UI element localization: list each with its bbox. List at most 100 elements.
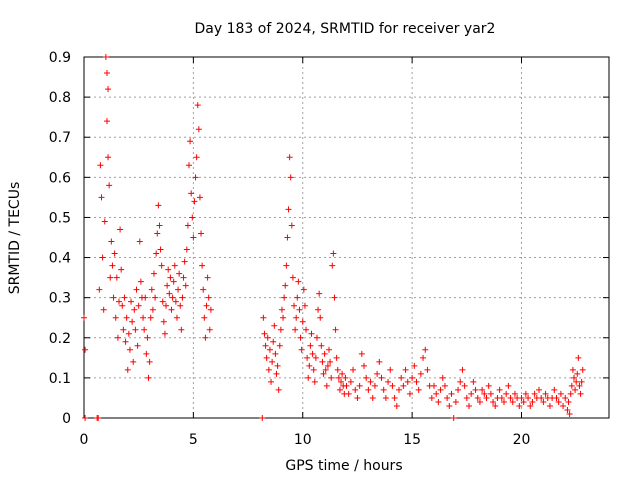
data-point: [313, 334, 320, 341]
data-point: [572, 386, 579, 393]
data-point: [297, 334, 304, 341]
data-point: [321, 350, 328, 357]
data-point: [324, 362, 331, 369]
data-point: [479, 386, 486, 393]
data-point: [164, 282, 171, 289]
data-point: [428, 394, 435, 401]
data-point: [308, 330, 315, 337]
data-point: [146, 358, 153, 365]
data-point: [424, 366, 431, 373]
data-point: [105, 86, 112, 93]
data-point: [141, 326, 148, 333]
data-point: [330, 250, 337, 257]
data-point: [102, 54, 109, 60]
data-point: [192, 174, 199, 181]
data-point: [121, 294, 128, 301]
data-point: [568, 382, 575, 389]
data-point: [147, 314, 154, 321]
data-point: [180, 274, 187, 281]
data-point: [327, 358, 334, 365]
data-point: [525, 394, 532, 401]
data-point: [498, 394, 505, 401]
data-point: [507, 394, 514, 401]
data-point: [365, 386, 372, 393]
data-point: [82, 346, 89, 353]
data-point: [194, 102, 201, 109]
y-tick-label: 0.1: [49, 371, 71, 387]
data-point: [269, 358, 276, 365]
data-point: [317, 314, 324, 321]
data-point: [444, 394, 451, 401]
data-point: [119, 302, 126, 309]
data-point: [567, 390, 574, 397]
data-point: [320, 370, 327, 377]
data-point: [105, 154, 112, 161]
data-point: [319, 358, 326, 365]
data-point: [485, 382, 492, 389]
data-point: [148, 286, 155, 293]
data-point: [151, 270, 157, 277]
data-point: [286, 154, 293, 161]
data-point: [448, 390, 455, 397]
data-point: [382, 394, 389, 401]
data-point: [287, 174, 294, 181]
data-point: [143, 350, 150, 357]
data-point: [111, 250, 118, 257]
axis-ticks: 0 0.1 0.2 0.3 0.4 0.5 0.6 0.7 0.8 0.9 0 5 10 15 20: [49, 50, 610, 448]
data-point: [172, 298, 179, 305]
data-point: [387, 366, 394, 373]
data-point: [202, 334, 209, 341]
data-point: [352, 386, 359, 393]
data-point: [520, 398, 527, 405]
data-point: [415, 386, 422, 393]
data-point: [529, 398, 536, 405]
data-point: [492, 402, 499, 409]
data-point: [108, 238, 115, 245]
data-point: [298, 346, 305, 353]
data-point: [328, 374, 335, 381]
data-point: [578, 378, 585, 385]
data-point: [103, 70, 110, 77]
data-point: [574, 370, 581, 377]
data-point: [522, 390, 529, 397]
data-point: [261, 330, 268, 337]
data-point: [103, 118, 110, 125]
data-point: [333, 354, 340, 361]
data-point: [259, 415, 266, 421]
x-tick-label: 10: [294, 432, 312, 448]
y-tick-label: 0.4: [49, 251, 71, 267]
data-point: [472, 386, 479, 393]
data-point: [160, 318, 167, 325]
data-point: [122, 338, 129, 345]
data-point: [531, 390, 538, 397]
data-point: [191, 198, 198, 205]
data-point: [433, 390, 440, 397]
data-point: [450, 415, 457, 421]
data-point: [551, 386, 558, 393]
data-point: [503, 390, 510, 397]
data-point: [130, 358, 137, 365]
data-point: [173, 314, 180, 321]
data-point: [154, 230, 161, 237]
data-point: [332, 326, 339, 333]
data-point: [354, 394, 361, 401]
data-point: [113, 274, 120, 281]
data-point: [396, 386, 402, 393]
data-point: [569, 366, 576, 373]
data-point: [285, 206, 292, 213]
data-point: [263, 354, 270, 361]
data-point: [296, 306, 303, 313]
data-point: [562, 394, 569, 401]
data-point: [575, 354, 582, 361]
data-point: [301, 302, 308, 309]
data-point: [114, 334, 121, 341]
data-point: [270, 338, 277, 345]
data-point: [283, 262, 290, 269]
data-point: [555, 398, 562, 405]
data-point: [271, 322, 278, 329]
data-point: [316, 290, 323, 297]
data-point: [110, 294, 117, 301]
data-point: [483, 394, 490, 401]
data-point: [96, 286, 103, 293]
data-point: [132, 326, 139, 333]
